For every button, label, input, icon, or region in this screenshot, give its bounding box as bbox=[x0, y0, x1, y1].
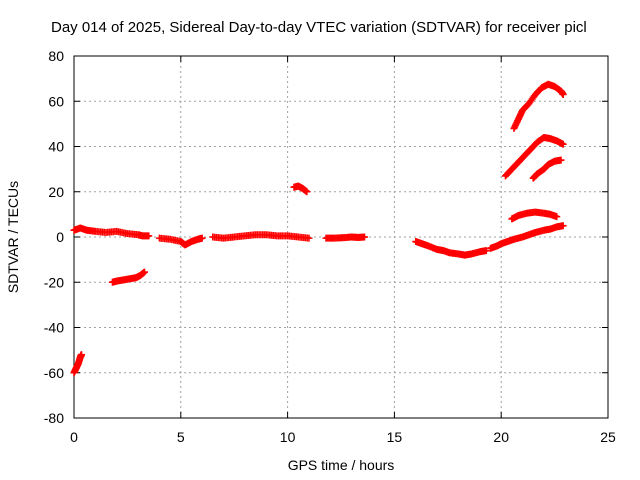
data-point bbox=[77, 351, 85, 359]
y-tick-label: -40 bbox=[44, 320, 64, 336]
y-tick-label: 20 bbox=[48, 184, 64, 200]
data-point bbox=[140, 268, 148, 276]
data-point bbox=[553, 213, 561, 221]
series-arc-48to68 bbox=[510, 80, 567, 132]
data-point bbox=[305, 234, 313, 242]
series-arc-plus10 bbox=[508, 208, 561, 223]
y-tick-label: -60 bbox=[44, 365, 64, 381]
y-tick-label: 80 bbox=[48, 48, 64, 64]
x-tick-label: 0 bbox=[70, 429, 78, 445]
data-point bbox=[145, 232, 153, 240]
data-point bbox=[559, 222, 567, 230]
series-arc-minus20 bbox=[108, 268, 148, 286]
data-point bbox=[303, 188, 311, 196]
series-arc-19to23 bbox=[487, 222, 567, 252]
x-tick-label: 10 bbox=[280, 429, 296, 445]
data-point bbox=[557, 156, 565, 164]
y-axis-label: SDTVAR / TECUs bbox=[5, 181, 21, 293]
y-tick-label: -80 bbox=[44, 410, 64, 426]
data-point bbox=[198, 234, 206, 242]
series-arc-12to13.6 bbox=[322, 233, 368, 242]
data-point bbox=[559, 90, 567, 98]
series-arc-6to11 bbox=[209, 231, 313, 242]
series-arc-25to44 bbox=[501, 133, 567, 180]
data-points bbox=[70, 80, 567, 377]
x-tick-label: 15 bbox=[387, 429, 403, 445]
x-tick-label: 25 bbox=[600, 429, 616, 445]
data-point bbox=[482, 247, 490, 255]
data-point bbox=[360, 233, 368, 241]
x-tick-label: 5 bbox=[177, 429, 185, 445]
x-tick-label: 20 bbox=[493, 429, 509, 445]
axis-ticks: 0 5 10 15 20 25 -80 -60 -40 -20 0 20 40 60 80 bbox=[44, 48, 616, 445]
y-tick-label: 60 bbox=[48, 93, 64, 109]
y-tick-label: -20 bbox=[44, 274, 64, 290]
series-arc-plus22 bbox=[290, 182, 311, 196]
series-arc-4to6 bbox=[155, 234, 206, 249]
y-tick-label: 40 bbox=[48, 139, 64, 155]
x-axis-label: GPS time / hours bbox=[288, 457, 395, 473]
data-point bbox=[559, 140, 567, 148]
series-arc-early-negative bbox=[70, 351, 85, 377]
series-arc-main-0to3 bbox=[70, 224, 153, 240]
y-tick-label: 0 bbox=[56, 229, 64, 245]
series-arc-16to19 bbox=[412, 238, 490, 259]
series-arc-26to34 bbox=[529, 156, 565, 182]
chart-title: Day 014 of 2025, Sidereal Day-to-day VTE… bbox=[51, 19, 587, 36]
